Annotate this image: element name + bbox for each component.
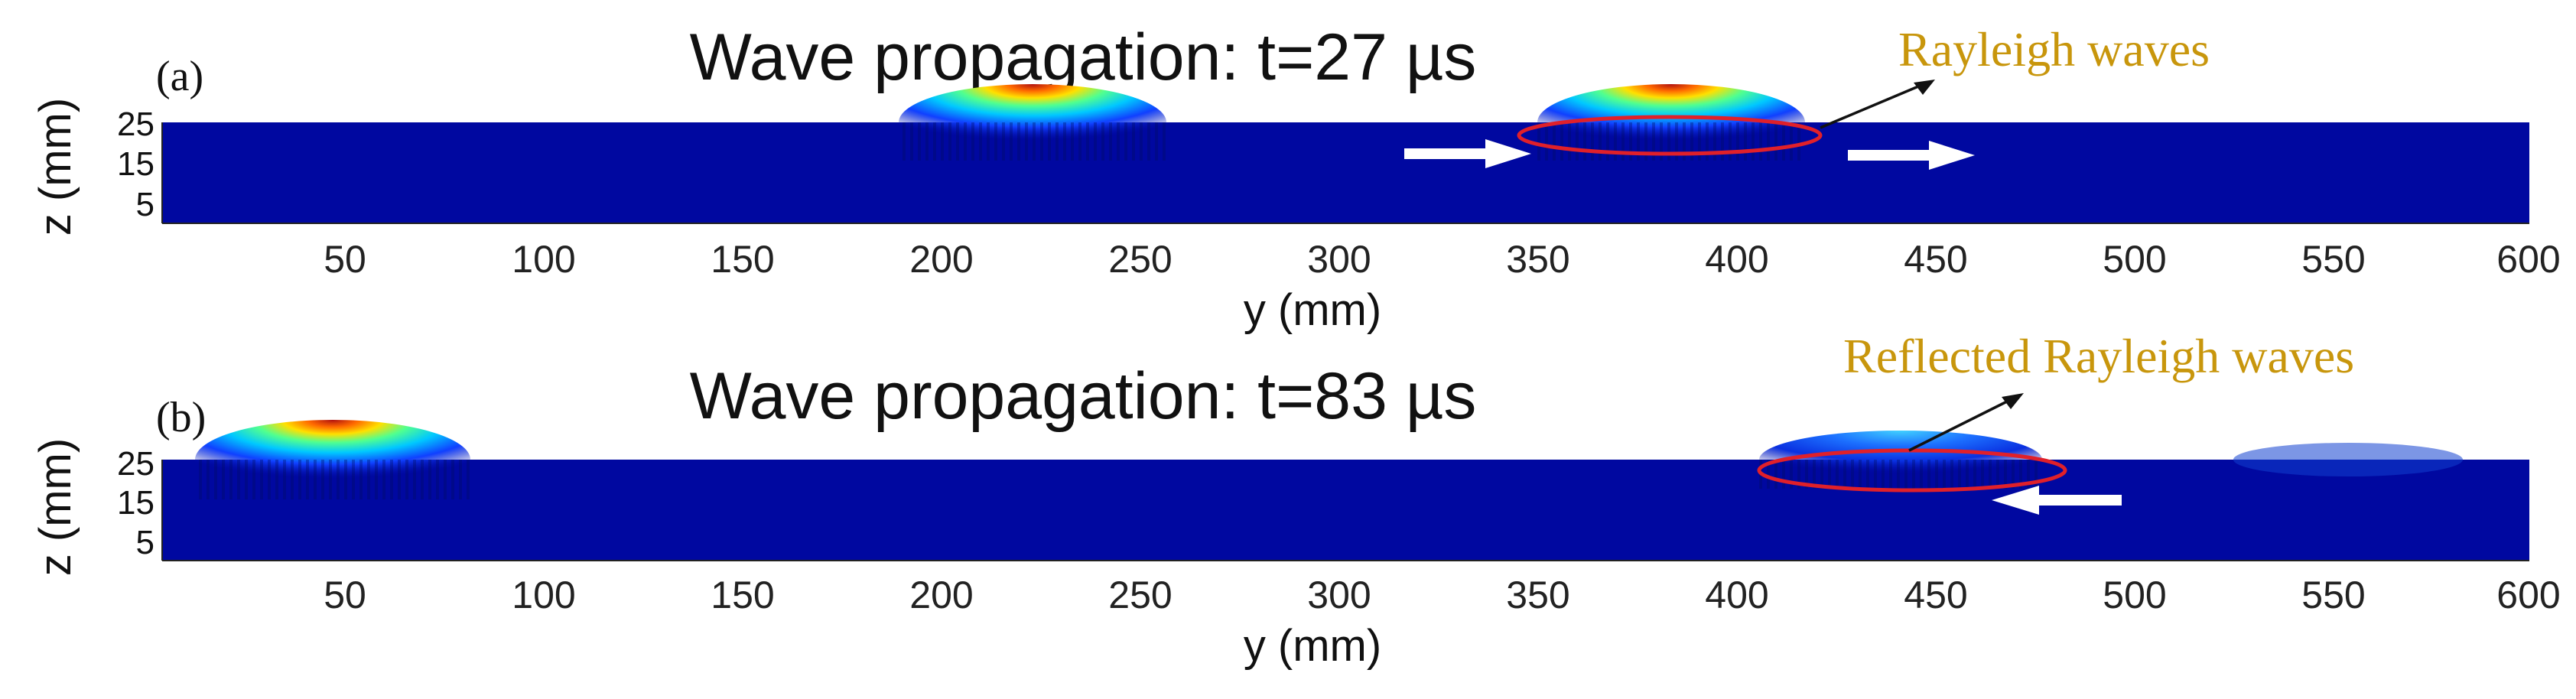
panel-label: (b) [156,394,206,441]
y-tick-label: 5 [136,524,154,561]
x-tick-label: 150 [711,574,774,616]
x-tick-label: 250 [1108,574,1172,616]
x-tick-label: 350 [1506,574,1569,616]
y-tick-label: 15 [117,484,154,522]
right-arrow-icon [1404,139,1531,168]
panel-title: Wave propagation: t=83 µs [690,359,1477,433]
arrow-head-icon [2002,393,2024,409]
wave-packet [899,84,1166,161]
panel-b: (b) Wave propagation: t=83 µs Reflected … [31,329,2561,671]
x-tick-label: 300 [1307,238,1371,281]
panel-a: (a) Wave propagation: t=27 µs Rayleigh w… [31,21,2561,335]
highlight-ellipse [1757,448,2067,493]
right-arrow-icon [1848,141,1975,170]
x-tick-label: 600 [2496,574,2560,616]
y-axis-title: z (mm) [31,98,80,236]
x-tick-label: 550 [2301,238,2365,281]
x-tick-label: 100 [512,238,575,281]
x-tick-label: 200 [909,574,973,616]
annotation-label: Rayleigh waves [1898,22,2210,76]
x-tick-label: 400 [1705,574,1768,616]
y-tick-label: 5 [136,186,154,223]
x-tick-label: 100 [512,574,575,616]
x-tick-label: 150 [711,238,774,281]
x-tick-labels: 50 100 150 200 250 300 350 400 450 500 5… [324,574,2561,616]
y-tick-labels: 25 15 5 [117,445,154,561]
x-tick-labels: 50 100 150 200 250 300 350 400 450 500 5… [324,238,2561,281]
y-tick-label: 25 [117,106,154,143]
x-tick-label: 500 [2103,574,2166,616]
wave-packet [195,420,470,499]
wave-packet [2233,443,2463,476]
y-tick-label: 15 [117,145,154,183]
x-tick-label: 300 [1307,574,1371,616]
wave-field [162,122,2529,223]
x-tick-label: 450 [1904,238,1967,281]
x-tick-label: 50 [324,238,366,281]
highlight-ellipse [1517,115,1823,156]
arrow-head-icon [1914,80,1935,95]
panel-label: (a) [156,53,203,100]
panel-title: Wave propagation: t=27 µs [690,21,1477,94]
x-tick-label: 200 [909,238,973,281]
annotation-label: Reflected Rayleigh waves [1843,329,2354,383]
x-tick-label: 250 [1108,238,1172,281]
x-tick-label: 450 [1904,574,1967,616]
wave-packet [1759,431,2042,489]
y-axis-title: z (mm) [31,438,80,576]
y-tick-labels: 25 15 5 [117,106,154,223]
x-axis-title: y (mm) [1244,621,1381,671]
wave-packet [1537,84,1805,161]
wave-field [162,460,2529,561]
x-tick-label: 400 [1705,238,1768,281]
annotation-pointer [1820,81,1928,129]
x-tick-label: 550 [2301,574,2365,616]
left-arrow-icon [1992,486,2122,515]
x-tick-label: 350 [1506,238,1569,281]
x-tick-label: 600 [2496,238,2560,281]
y-tick-label: 25 [117,445,154,483]
x-axis-title: y (mm) [1244,285,1381,335]
annotation-pointer [1908,395,2017,452]
wave-packets [899,84,1805,161]
x-tick-label: 500 [2103,238,2166,281]
x-tick-label: 50 [324,574,366,616]
